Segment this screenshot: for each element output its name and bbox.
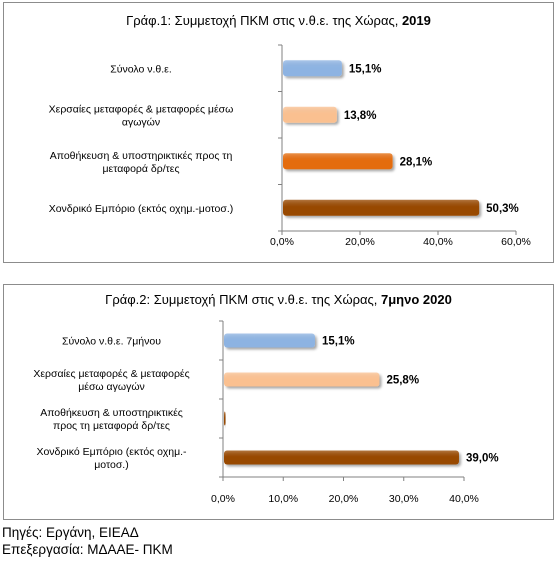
chart-1-x-tick-label: 0,0% bbox=[270, 236, 294, 248]
chart-2-bar bbox=[224, 411, 226, 426]
chart-2-plot: 0,0% 10,0% 20,0% 30,0% 40,0% Σύνολο ν.θ.ε. 7μ… bbox=[33, 320, 499, 505]
chart-2-category-label: Χερσαίες μεταφορές & μεταφορές μέσω αγωγώ… bbox=[33, 368, 189, 393]
chart-2-bar bbox=[224, 333, 315, 348]
chart-1-bar bbox=[283, 106, 337, 123]
chart-1-panel: Γράφ.1: Συμμετοχή ΠΚΜ στις ν.θ.ε. της Χώ… bbox=[3, 2, 554, 263]
chart-2-data-label: 15,1% bbox=[322, 336, 355, 348]
chart-2-x-tick-label: 0,0% bbox=[211, 493, 235, 505]
chart-2-x-tick-label: 40,0% bbox=[449, 493, 479, 505]
chart-1-category-label: Χερσαίες μεταφορές & μεταφορές μέσω αγωγώ… bbox=[49, 103, 234, 128]
chart-1-plot: 0,0% 20,0% 40,0% 60,0% Σύνολο ν.θ.ε. 15,1% Χερ… bbox=[49, 44, 531, 248]
chart-1-x-tick-label: 60,0% bbox=[501, 236, 531, 248]
chart-2-x-tick-label: 20,0% bbox=[329, 493, 359, 505]
chart-2-bar bbox=[224, 372, 380, 387]
chart-2-category-label: Σύνολο ν.θ.ε. 7μήνου bbox=[62, 336, 161, 348]
chart-2-data-label: 39,0% bbox=[466, 453, 499, 465]
chart-1-bar bbox=[283, 153, 393, 170]
chart-2-bar bbox=[224, 450, 459, 465]
chart-1-title-bold: 2019 bbox=[401, 13, 431, 28]
source-line: Πηγές: Εργάνη, ΕΙΕΑΔ bbox=[2, 525, 139, 540]
chart-1-data-label: 50,3% bbox=[486, 203, 519, 215]
processing-line: Επεξεργασία: ΜΔΑΑΕ- ΠΚΜ bbox=[2, 542, 173, 557]
chart-1-x-tick-label: 20,0% bbox=[345, 236, 375, 248]
chart-2-x-tick-label: 30,0% bbox=[389, 493, 419, 505]
chart-2-category-label: Χονδρικό Εμπόριο (εκτός οχημ.-μοτοσ.) bbox=[36, 446, 187, 471]
chart-1-data-label: 28,1% bbox=[400, 156, 433, 168]
chart-1-data-label: 15,1% bbox=[349, 63, 382, 75]
chart-2-data-label: 25,8% bbox=[386, 375, 419, 387]
chart-2-panel: Γράφ.2: Συμμετοχή ΠΚΜ στις ν.θ.ε. της Χώ… bbox=[3, 284, 554, 520]
chart-1-title-text: Γράφ.1: Συμμετοχή ΠΚΜ στις ν.θ.ε. της Χώ… bbox=[126, 13, 402, 28]
chart-2-title: Γράφ.2: Συμμετοχή ΠΚΜ στις ν.θ.ε. της Χώ… bbox=[4, 292, 553, 307]
chart-1-category-label: Σύνολο ν.θ.ε. bbox=[110, 63, 172, 75]
chart-1-data-label: 13,8% bbox=[344, 110, 377, 122]
chart-2-title-bold: 7μηνο 2020 bbox=[381, 292, 452, 307]
chart-2-category-label: Αποθήκευση & υποστηρικτικές προς τη μεταφ… bbox=[40, 407, 183, 432]
chart-1-bar bbox=[283, 199, 480, 216]
chart-1-category-label: Χονδρικό Εμπόριο (εκτός οχημ.-μοτοσ.) bbox=[49, 203, 234, 215]
chart-2-title-text: Γράφ.2: Συμμετοχή ΠΚΜ στις ν.θ.ε. της Χώ… bbox=[105, 292, 381, 307]
chart-1-bar bbox=[283, 60, 342, 77]
chart-1-title: Γράφ.1: Συμμετοχή ΠΚΜ στις ν.θ.ε. της Χώ… bbox=[4, 13, 553, 28]
chart-1-category-label: Αποθήκευση & υποστηρικτικές προς τη μεταφ… bbox=[50, 150, 233, 175]
chart-1-x-tick-label: 40,0% bbox=[423, 236, 453, 248]
chart-2-x-tick-label: 10,0% bbox=[268, 493, 298, 505]
